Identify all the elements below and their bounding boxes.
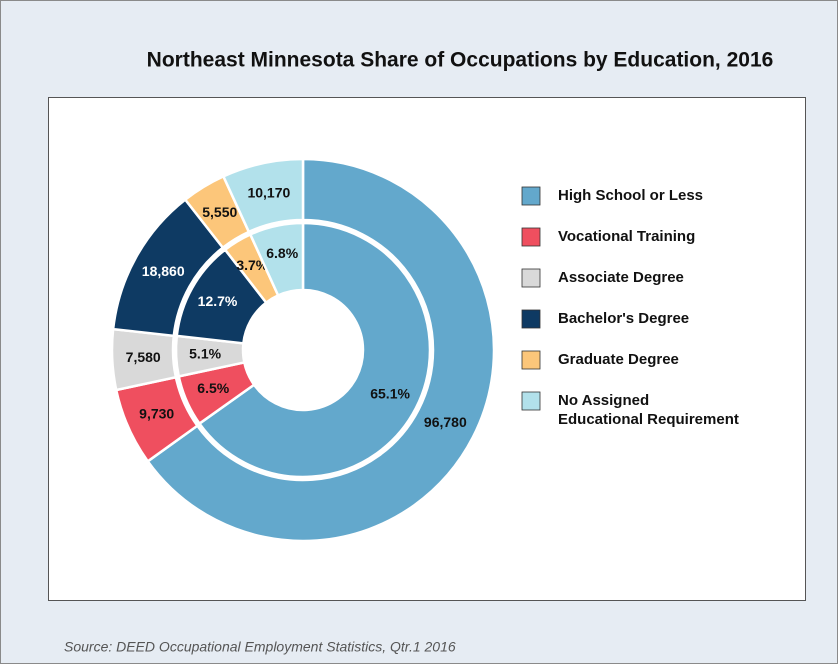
legend-label: Graduate Degree — [558, 351, 679, 368]
legend-swatch — [521, 227, 541, 247]
data-label: 3.7% — [236, 257, 268, 273]
legend-label-line: No Assigned — [558, 392, 653, 409]
legend-swatch — [521, 350, 541, 370]
legend-label: Bachelor's Degree — [558, 310, 689, 327]
legend-swatch — [521, 391, 541, 411]
legend-swatch — [521, 186, 541, 206]
legend-label: High School or Less — [558, 187, 703, 204]
data-label: 5,550 — [202, 204, 237, 220]
data-label: 6.5% — [197, 380, 229, 396]
legend-swatch — [521, 309, 541, 329]
legend-label-line: Educational Requirement — [558, 411, 739, 428]
data-label: 12.7% — [198, 293, 238, 309]
legend-label: No Assigned Educational Requirement — [558, 392, 739, 428]
data-label: 65.1% — [370, 386, 410, 402]
data-label: 6.8% — [266, 245, 298, 261]
legend-label: Vocational Training — [558, 228, 695, 245]
donut-segment — [146, 157, 496, 543]
data-label: 7,580 — [126, 349, 161, 365]
source-note: Source: DEED Occupational Employment Sta… — [64, 639, 456, 655]
donut-segment — [248, 221, 305, 298]
donut-segment — [221, 157, 305, 234]
legend-label: Associate Degree — [558, 269, 684, 286]
chart-title: Northeast Minnesota Share of Occupations… — [147, 49, 774, 72]
data-label: 9,730 — [139, 405, 174, 421]
data-label: 18,860 — [142, 263, 185, 279]
data-label: 96,780 — [424, 414, 467, 430]
data-label: 10,170 — [247, 184, 290, 200]
donut-segment — [197, 221, 432, 479]
data-label: 5.1% — [189, 345, 221, 361]
legend-swatch — [521, 268, 541, 288]
